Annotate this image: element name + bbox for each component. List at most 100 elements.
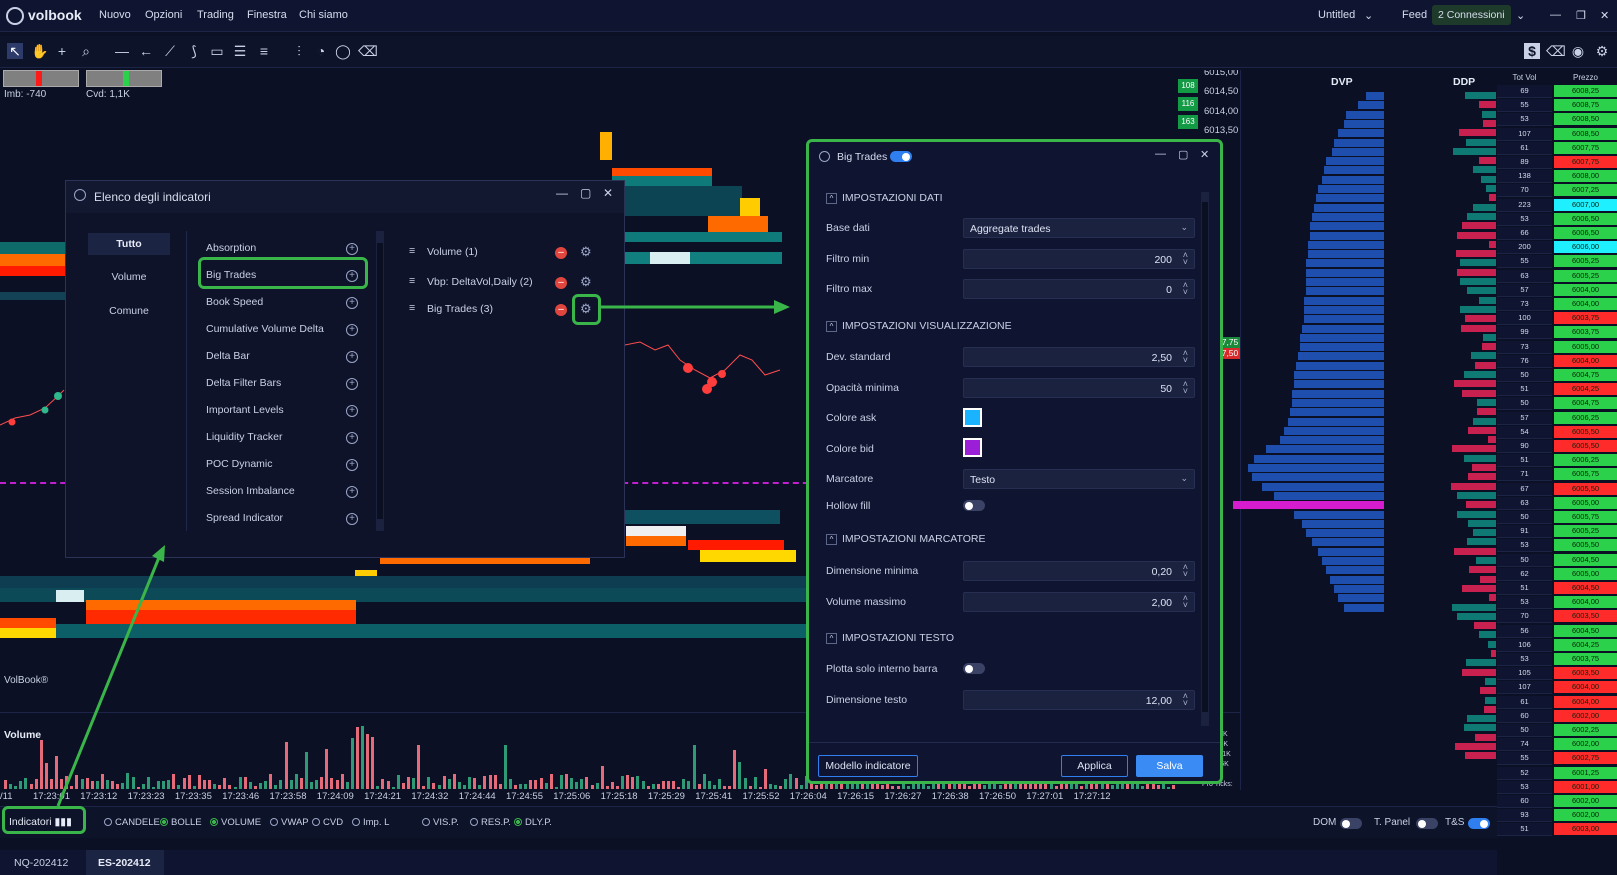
chart-option-dly-p-[interactable]: DLY.P. bbox=[514, 817, 552, 828]
chart-option-volume[interactable]: VOLUME bbox=[210, 817, 261, 828]
add-indicator-icon[interactable]: + bbox=[346, 351, 358, 363]
table-row[interactable]: 61 6004,00 bbox=[1497, 695, 1617, 709]
tab-es[interactable]: ES-202412 bbox=[86, 850, 164, 875]
table-row[interactable]: 55 6008,75 bbox=[1497, 99, 1617, 113]
remove-indicator-icon[interactable]: – bbox=[555, 277, 567, 289]
available-indicator-item[interactable]: POC Dynamic bbox=[206, 458, 273, 470]
chart-option-res-p-[interactable]: RES.P. bbox=[470, 817, 511, 828]
table-row[interactable]: 105 6003,50 bbox=[1497, 667, 1617, 681]
salva-button[interactable]: Salva bbox=[1136, 755, 1203, 777]
table-row[interactable]: 71 6005,75 bbox=[1497, 468, 1617, 482]
table-row[interactable]: 66 6006,50 bbox=[1497, 227, 1617, 240]
category-tutto[interactable]: Tutto bbox=[88, 233, 170, 255]
available-indicator-item[interactable]: Session Imbalance bbox=[206, 485, 295, 497]
table-row[interactable]: 52 6001,25 bbox=[1497, 766, 1617, 780]
table-row[interactable]: 50 6004,75 bbox=[1497, 369, 1617, 382]
table-row[interactable]: 107 6008,50 bbox=[1497, 127, 1617, 141]
tab-nq[interactable]: NQ-202412 bbox=[14, 857, 69, 869]
section-visualizzazione[interactable]: ^ IMPOSTAZIONI VISUALIZZAZIONE bbox=[826, 320, 1012, 332]
available-indicator-item[interactable]: Book Speed bbox=[206, 296, 264, 308]
hand-icon[interactable]: ✋ bbox=[31, 43, 49, 59]
maximize-icon[interactable]: ❐ bbox=[1576, 10, 1586, 22]
table-row[interactable]: 89 6007,75 bbox=[1497, 156, 1617, 169]
add-indicator-icon[interactable]: + bbox=[346, 486, 358, 498]
category-comune[interactable]: Comune bbox=[109, 305, 149, 317]
eraser-icon[interactable]: ⌫ bbox=[1546, 43, 1566, 59]
workspace-selector[interactable]: Untitled bbox=[1318, 9, 1356, 21]
table-row[interactable]: 61 6007,75 bbox=[1497, 141, 1617, 155]
drag-handle-icon[interactable]: ≡ bbox=[409, 275, 416, 287]
lines-icon[interactable]: ≡ bbox=[259, 43, 269, 59]
menu-trading[interactable]: Trading bbox=[197, 9, 234, 21]
comment-icon[interactable]: ◯ bbox=[335, 43, 351, 59]
table-row[interactable]: 91 6005,25 bbox=[1497, 525, 1617, 539]
table-row[interactable]: 73 6005,00 bbox=[1497, 340, 1617, 354]
marcatore-select[interactable]: Testo ⌄ bbox=[963, 469, 1195, 489]
chart-option-candele[interactable]: CANDELE bbox=[104, 817, 160, 828]
category-volume[interactable]: Volume bbox=[111, 271, 147, 283]
available-indicator-item[interactable]: Important Levels bbox=[206, 404, 284, 416]
close-icon[interactable]: ✕ bbox=[1200, 149, 1210, 161]
table-row[interactable]: 60 6002,00 bbox=[1497, 709, 1617, 723]
drag-handle-icon[interactable]: ≡ bbox=[409, 302, 416, 314]
table-row[interactable]: 50 6005,75 bbox=[1497, 511, 1617, 524]
table-row[interactable]: 107 6004,00 bbox=[1497, 681, 1617, 695]
available-indicator-item[interactable]: Spread Indicator bbox=[206, 512, 284, 524]
colore-ask-swatch[interactable] bbox=[963, 408, 982, 427]
base-dati-select[interactable]: Aggregate trades ⌄ bbox=[963, 218, 1195, 238]
section-dati[interactable]: ^ IMPOSTAZIONI DATI bbox=[826, 192, 943, 204]
drag-handle-icon[interactable]: ≡ bbox=[409, 245, 416, 257]
table-row[interactable]: 57 6006,25 bbox=[1497, 411, 1617, 425]
table-row[interactable]: 55 6005,25 bbox=[1497, 255, 1617, 269]
table-row[interactable]: 67 6005,50 bbox=[1497, 482, 1617, 496]
cursor-icon[interactable]: ↖ bbox=[7, 43, 23, 59]
menu-finestra[interactable]: Finestra bbox=[247, 9, 287, 21]
dev-standard-stepper[interactable]: 2,50 ˄ ˅ bbox=[963, 347, 1195, 367]
table-row[interactable]: 138 6008,00 bbox=[1497, 170, 1617, 184]
chart-option-vis-p-[interactable]: VIS.P. bbox=[422, 817, 459, 828]
table-row[interactable]: 57 6004,00 bbox=[1497, 283, 1617, 297]
table-row[interactable]: 106 6004,25 bbox=[1497, 638, 1617, 652]
available-indicator-item[interactable]: Absorption bbox=[206, 242, 257, 254]
close-icon[interactable]: ✕ bbox=[603, 186, 614, 200]
sliders-icon[interactable]: ⫶ bbox=[297, 43, 301, 59]
table-row[interactable]: 74 6002,00 bbox=[1497, 738, 1617, 752]
dom-toggle[interactable] bbox=[1340, 818, 1362, 829]
active-indicator-item[interactable]: Big Trades (3) bbox=[427, 303, 493, 315]
gear-icon[interactable]: ⚙ bbox=[580, 274, 592, 289]
dim-min-stepper[interactable]: 0,20 ˄ ˅ bbox=[963, 561, 1195, 581]
opacita-stepper[interactable]: 50 ˄ ˅ bbox=[963, 378, 1195, 398]
table-row[interactable]: 223 6007,00 bbox=[1497, 198, 1617, 212]
maximize-icon[interactable]: ▢ bbox=[1178, 149, 1189, 161]
available-indicator-item[interactable]: Delta Bar bbox=[206, 350, 250, 362]
time-axis[interactable]: /11 17:23:01 17:23:12 17:23:23 17:23:35 17:2… bbox=[0, 790, 1240, 804]
available-indicator-item[interactable]: Liquidity Tracker bbox=[206, 431, 283, 443]
connections-badge[interactable]: 2 Connessioni bbox=[1432, 5, 1511, 25]
table-row[interactable]: 51 6003,00 bbox=[1497, 823, 1617, 837]
table-row[interactable]: 90 6005,50 bbox=[1497, 440, 1617, 453]
table-row[interactable]: 69 6008,25 bbox=[1497, 85, 1617, 98]
ts-toggle[interactable] bbox=[1468, 818, 1490, 829]
table-row[interactable]: 200 6006,00 bbox=[1497, 241, 1617, 255]
table-row[interactable]: 53 6001,00 bbox=[1497, 780, 1617, 794]
chart-option-bolle[interactable]: BOLLE bbox=[160, 817, 202, 828]
active-indicator-item[interactable]: Vbp: DeltaVol,Daily (2) bbox=[427, 276, 533, 288]
available-indicator-item[interactable]: Cumulative Volume Delta bbox=[206, 323, 324, 335]
settings-icon[interactable]: ⚙ bbox=[1595, 43, 1609, 59]
layers-icon[interactable]: ◉ bbox=[1571, 43, 1585, 59]
eraser-icon[interactable]: ⌫ bbox=[358, 43, 378, 59]
table-row[interactable]: 70 6003,50 bbox=[1497, 610, 1617, 624]
add-indicator-icon[interactable]: + bbox=[346, 324, 358, 336]
filtro-max-stepper[interactable]: 0 ˄ ˅ bbox=[963, 279, 1195, 299]
gear-icon[interactable]: ⚙ bbox=[580, 301, 592, 316]
add-indicator-icon[interactable]: + bbox=[346, 378, 358, 390]
rectangle-icon[interactable]: ▭ bbox=[210, 43, 224, 59]
table-row[interactable]: 53 6008,50 bbox=[1497, 113, 1617, 127]
table-row[interactable]: 50 6004,50 bbox=[1497, 553, 1617, 567]
table-row[interactable]: 62 6005,00 bbox=[1497, 567, 1617, 581]
table-row[interactable]: 50 6004,75 bbox=[1497, 397, 1617, 411]
table-row[interactable]: 53 6004,00 bbox=[1497, 596, 1617, 610]
table-row[interactable]: 56 6004,50 bbox=[1497, 624, 1617, 638]
plotta-toggle[interactable] bbox=[963, 663, 985, 674]
maximize-icon[interactable]: ▢ bbox=[580, 186, 592, 200]
